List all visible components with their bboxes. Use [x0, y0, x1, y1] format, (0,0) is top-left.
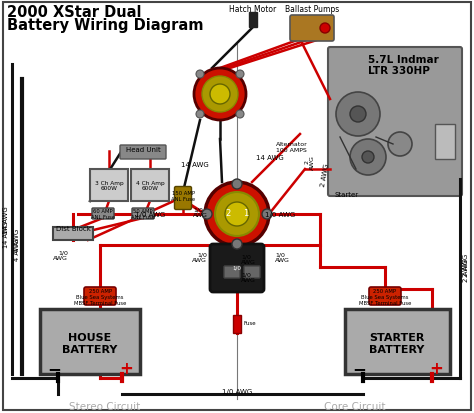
- Text: LTR 330HP: LTR 330HP: [368, 66, 430, 76]
- Circle shape: [196, 71, 204, 79]
- Text: Dist Block: Dist Block: [55, 225, 91, 231]
- Text: 1/0
AWG: 1/0 AWG: [241, 272, 256, 283]
- Text: 2 AWG: 2 AWG: [320, 163, 330, 187]
- Text: Head Unit: Head Unit: [126, 147, 160, 153]
- Bar: [345, 309, 450, 374]
- Text: 1/0
AWG: 1/0 AWG: [192, 252, 207, 263]
- Text: Battery Wiring Diagram: Battery Wiring Diagram: [7, 18, 203, 33]
- FancyBboxPatch shape: [84, 287, 116, 305]
- Text: 1/0
AWG: 1/0 AWG: [275, 252, 290, 263]
- FancyBboxPatch shape: [290, 16, 334, 42]
- Text: 1/0
AWG: 1/0 AWG: [53, 250, 68, 261]
- Text: 1/0
AWG: 1/0 AWG: [193, 207, 208, 218]
- Circle shape: [388, 133, 412, 157]
- Text: 250 AMP
Blue Sea Systems
MBSF Terminal Fuse: 250 AMP Blue Sea Systems MBSF Terminal F…: [74, 288, 126, 305]
- Circle shape: [232, 240, 242, 249]
- Circle shape: [194, 69, 246, 121]
- Text: Starter: Starter: [335, 192, 359, 197]
- Text: 1/0 AWG: 1/0 AWG: [222, 388, 252, 394]
- FancyBboxPatch shape: [132, 209, 154, 219]
- Bar: [90, 170, 128, 202]
- Text: Stereo Circuit: Stereo Circuit: [69, 401, 141, 411]
- FancyBboxPatch shape: [210, 244, 264, 292]
- Text: +: +: [119, 359, 133, 377]
- Text: 14 AWG: 14 AWG: [256, 154, 284, 161]
- FancyBboxPatch shape: [369, 287, 401, 305]
- Text: 14 AWG: 14 AWG: [181, 161, 209, 168]
- Text: 14 AWG: 14 AWG: [3, 206, 9, 233]
- Circle shape: [262, 209, 272, 219]
- FancyBboxPatch shape: [174, 187, 191, 210]
- Circle shape: [210, 85, 230, 105]
- FancyBboxPatch shape: [244, 266, 260, 278]
- Text: Alternator
100 AMPS: Alternator 100 AMPS: [276, 142, 308, 152]
- Text: Ballast Pumps: Ballast Pumps: [285, 5, 339, 14]
- Circle shape: [362, 152, 374, 164]
- Circle shape: [196, 111, 204, 119]
- Text: 50 AMP
ANL Fuse: 50 AMP ANL Fuse: [131, 209, 155, 219]
- Text: Hatch Motor: Hatch Motor: [229, 5, 277, 14]
- Circle shape: [232, 180, 242, 190]
- Text: 1/0 AWG: 1/0 AWG: [265, 211, 295, 218]
- Text: 4 Ch Amp
600W: 4 Ch Amp 600W: [136, 180, 164, 191]
- Text: 4 AWG: 4 AWG: [14, 238, 20, 261]
- Text: 150 AMP
ANL Fuse: 150 AMP ANL Fuse: [171, 190, 195, 201]
- Text: 250 AMP
Blue Sea Systems
MBSF Terminal Fuse: 250 AMP Blue Sea Systems MBSF Terminal F…: [359, 288, 411, 305]
- FancyBboxPatch shape: [120, 146, 166, 159]
- Text: 3 Ch Amp
600W: 3 Ch Amp 600W: [95, 180, 123, 191]
- Text: STARTER
BATTERY: STARTER BATTERY: [369, 332, 425, 354]
- Text: −: −: [352, 359, 366, 377]
- Text: Core Circuit: Core Circuit: [324, 401, 386, 411]
- Text: −: −: [47, 359, 61, 377]
- FancyBboxPatch shape: [224, 266, 240, 278]
- Circle shape: [225, 202, 249, 226]
- Circle shape: [202, 77, 238, 113]
- Bar: [233, 315, 241, 333]
- Circle shape: [202, 209, 212, 219]
- Bar: [53, 228, 93, 240]
- Text: +: +: [429, 359, 443, 377]
- Text: 2000 XStar Dual: 2000 XStar Dual: [7, 5, 142, 20]
- Text: 5.7L Indmar: 5.7L Indmar: [368, 55, 439, 65]
- Text: Fuse: Fuse: [243, 321, 255, 326]
- Text: 4 AWG: 4 AWG: [14, 228, 20, 251]
- Bar: [435, 125, 455, 159]
- FancyBboxPatch shape: [328, 48, 462, 197]
- Text: 2 AWG: 2 AWG: [463, 253, 469, 276]
- Text: 2 AWG: 2 AWG: [463, 258, 469, 281]
- Text: 2: 2: [225, 209, 231, 218]
- Text: 1/0 AWG: 1/0 AWG: [135, 211, 165, 218]
- Bar: [131, 170, 169, 202]
- Text: HOUSE
BATTERY: HOUSE BATTERY: [62, 332, 118, 354]
- Text: 1/0: 1/0: [233, 265, 241, 270]
- FancyBboxPatch shape: [92, 209, 114, 219]
- Text: 60 AMP
ANL Fuse: 60 AMP ANL Fuse: [91, 209, 115, 219]
- Bar: [40, 309, 140, 374]
- Circle shape: [236, 71, 244, 79]
- Circle shape: [336, 93, 380, 137]
- Circle shape: [350, 140, 386, 176]
- Text: 2
AWG: 2 AWG: [305, 154, 315, 169]
- Circle shape: [215, 192, 259, 236]
- Circle shape: [236, 111, 244, 119]
- Bar: [249, 13, 257, 28]
- Circle shape: [320, 24, 330, 34]
- Circle shape: [350, 107, 366, 123]
- Text: 14 AWG: 14 AWG: [3, 221, 9, 247]
- Text: 1/0
AWG: 1/0 AWG: [241, 254, 256, 265]
- Circle shape: [205, 183, 269, 247]
- Text: 1: 1: [243, 209, 249, 218]
